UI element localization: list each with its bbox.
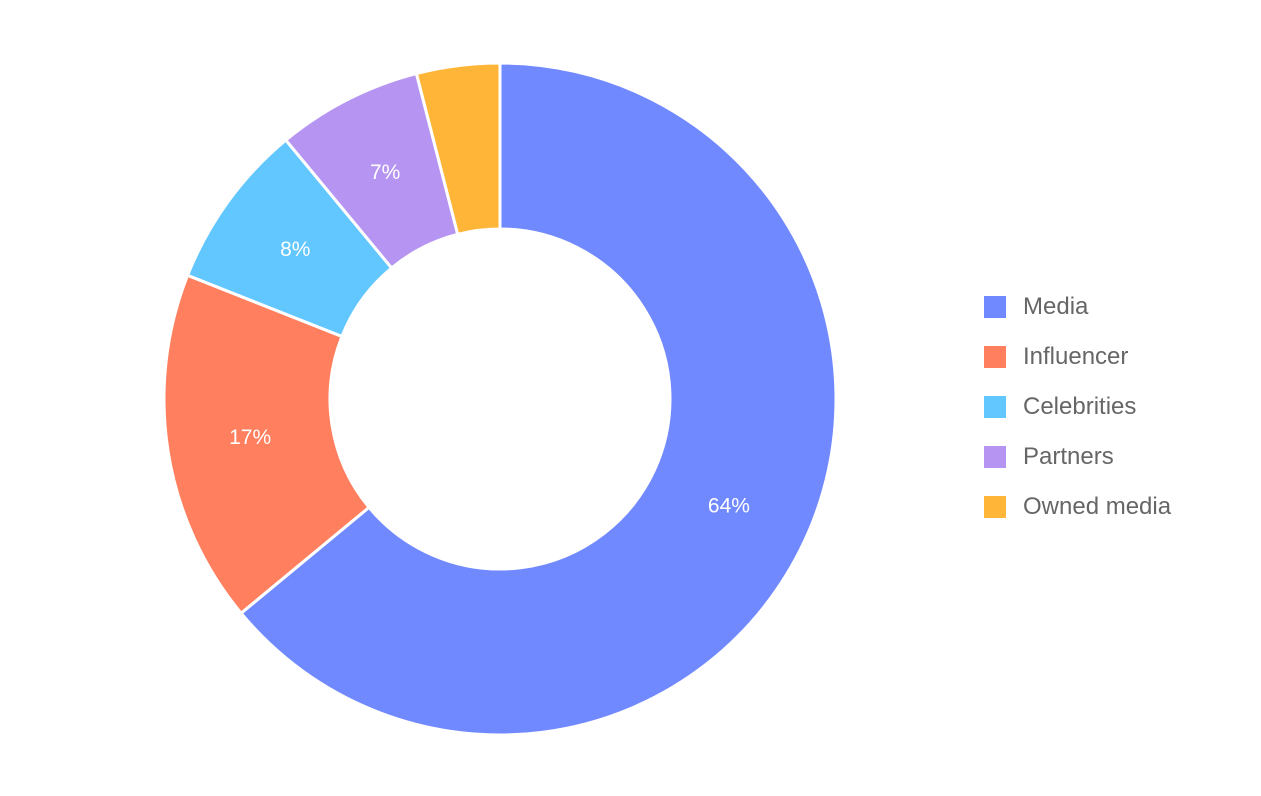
legend-swatch-celebrities <box>984 396 1006 418</box>
slice-label: 17% <box>229 426 271 449</box>
legend-label: Influencer <box>1023 343 1129 370</box>
slice-label: 8% <box>280 238 310 261</box>
legend-label: Celebrities <box>1023 393 1137 420</box>
slice-media[interactable] <box>238 61 838 737</box>
legend-item-influencer[interactable]: Influencer <box>984 332 1171 382</box>
legend-item-partners[interactable]: Partners <box>984 432 1171 482</box>
donut-slices <box>162 61 838 737</box>
legend-item-celebrities[interactable]: Celebrities <box>984 382 1171 432</box>
legend-item-media[interactable]: Media <box>984 282 1171 332</box>
legend-swatch-influencer <box>984 346 1006 368</box>
legend-swatch-media <box>984 296 1006 318</box>
legend-item-owned-media[interactable]: Owned media <box>984 482 1171 532</box>
slice-owned-media[interactable] <box>414 61 502 237</box>
slice-label: 7% <box>370 161 400 184</box>
legend-label: Media <box>1023 293 1089 320</box>
slice-labels: 64% 17% 8% 7% <box>229 161 750 517</box>
slice-influencer[interactable] <box>162 273 372 616</box>
slice-label: 64% <box>708 494 750 517</box>
legend-label: Partners <box>1023 443 1114 470</box>
chart-legend: Media Influencer Celebrities Partners Ow… <box>984 282 1171 532</box>
legend-label: Owned media <box>1023 493 1172 520</box>
legend-swatch-partners <box>984 446 1006 468</box>
legend-swatch-owned-media <box>984 496 1006 518</box>
